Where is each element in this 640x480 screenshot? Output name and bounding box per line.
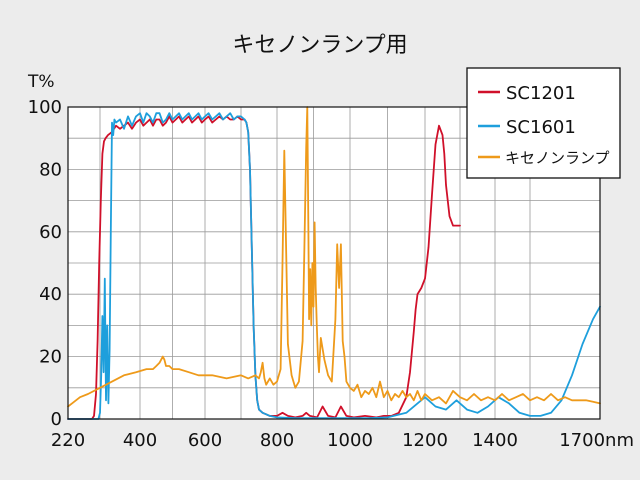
legend: SC1201 SC1601 キセノンランプ bbox=[466, 67, 621, 179]
series-lines bbox=[67, 106, 601, 420]
y-tick-label: 100 bbox=[28, 97, 62, 118]
legend-label-sc1201: SC1201 bbox=[506, 83, 576, 104]
x-tick-label: 1700nm bbox=[559, 430, 634, 451]
x-tick-label: 1400 bbox=[472, 430, 518, 451]
x-tick-label: 1000 bbox=[327, 430, 373, 451]
plot-border bbox=[67, 106, 601, 420]
y-tick-label: 0 bbox=[51, 409, 62, 430]
y-tick-label: 60 bbox=[39, 222, 62, 243]
chart-title: キセノンランプ用 bbox=[232, 33, 407, 58]
x-tick-label: 400 bbox=[123, 430, 157, 451]
y-axis-label: T% bbox=[27, 72, 55, 92]
series-line-xenon-lamp bbox=[67, 106, 601, 408]
y-tick-label: 20 bbox=[39, 347, 62, 368]
legend-label-sc1601: SC1601 bbox=[506, 117, 576, 138]
series-line-sc1601 bbox=[67, 112, 601, 420]
legend-box bbox=[466, 67, 621, 179]
y-tick-labels: 0 20 40 60 80 100 bbox=[28, 97, 62, 430]
y-tick-label: 80 bbox=[39, 159, 62, 180]
x-tick-label: 800 bbox=[260, 430, 294, 451]
y-tick-label: 40 bbox=[39, 284, 62, 305]
x-tick-label: 1200 bbox=[402, 430, 448, 451]
x-tick-label: 220 bbox=[51, 430, 85, 451]
legend-label-xenon-lamp: キセノンランプ bbox=[505, 149, 610, 167]
x-tick-labels: 220 400 600 800 1000 1200 1400 1700nm bbox=[51, 430, 634, 451]
x-tick-label: 600 bbox=[188, 430, 222, 451]
